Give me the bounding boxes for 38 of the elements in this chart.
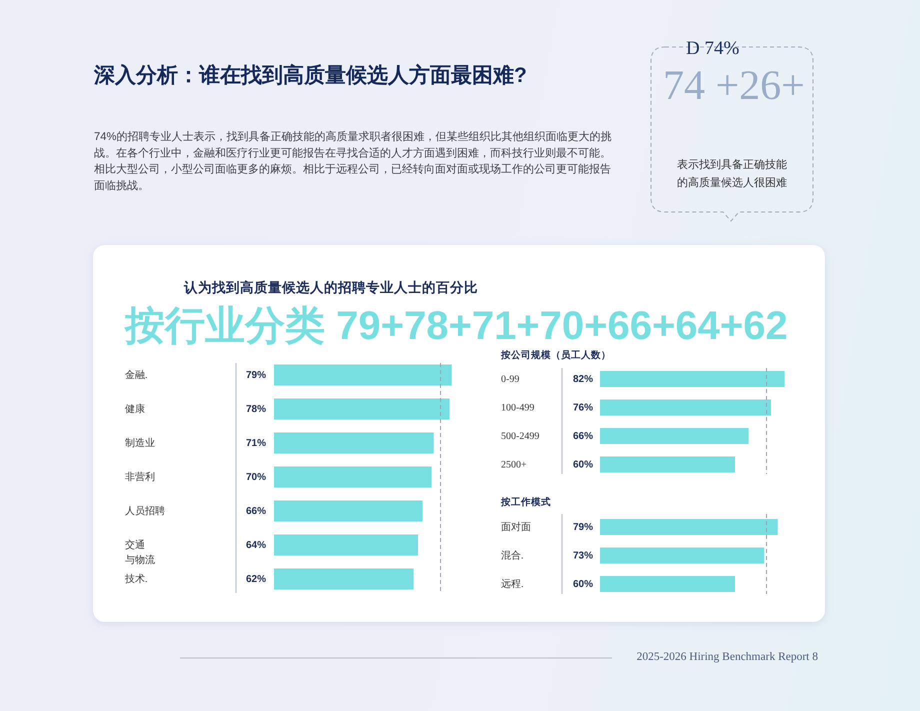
- text: 74 +26+: [663, 63, 805, 109]
- chart-subtitle: 按行业分类 79+78+71+70+66+64+62: [124, 304, 788, 348]
- y-tick-label: 健康: [125, 402, 145, 414]
- text: 表示找到具备正确技能的高质量候选人很困难: [677, 158, 787, 189]
- data-label: 79%: [573, 522, 594, 532]
- data-label: 76%: [573, 402, 594, 413]
- data-label: 71%: [246, 438, 266, 448]
- y-tick-label: 500-2499: [501, 430, 540, 442]
- data-label: 60%: [573, 578, 594, 590]
- y-tick-label: 交通与物流: [125, 538, 155, 566]
- y-tick-label: 远程.: [501, 578, 524, 590]
- y-tick-label: 制造业: [125, 436, 155, 448]
- data-label: 60%: [573, 459, 594, 470]
- data-label: 64%: [246, 540, 266, 550]
- data-label: 62%: [246, 574, 266, 584]
- y-tick-label: 面对面: [501, 520, 531, 532]
- text: 2025-2026 Hiring Benchmark Report 8: [636, 651, 818, 663]
- data-label: 70%: [246, 472, 266, 482]
- text: 74%的招聘专业人士表示，找到具备正确技能的高质量求职者很困难，但某些组织比其他组织面临更大的挑战。在各个行业中，金融和医疗行业更可能报告在寻找合适的人才方面遇到困难，而科技行业则最不可能。相比大型公司，小型公司面临更多的麻烦。相比于远程公司，已经转向面对面或现场工作的公司更可能报告面临挑战。: [94, 130, 612, 192]
- data-label: 73%: [573, 550, 594, 561]
- y-tick-label: 金融.: [125, 368, 148, 380]
- y-tick-label: 人员招聘: [125, 504, 165, 516]
- data-label: 66%: [246, 506, 266, 516]
- y-tick-label: 非营利: [125, 470, 155, 482]
- y-tick-label: 2500+: [501, 459, 527, 470]
- text: D 74%: [686, 38, 740, 58]
- data-label: 79%: [246, 370, 266, 380]
- chart-title: 按公司规模（员工人数）: [500, 348, 611, 360]
- data-label: 66%: [573, 430, 594, 442]
- data-label: 78%: [246, 404, 266, 414]
- data-label: 82%: [573, 374, 594, 384]
- chart-title: 按工作模式: [500, 496, 551, 508]
- y-tick-label: 100-499: [501, 402, 534, 413]
- y-tick-label: 0-99: [501, 374, 520, 384]
- chart-title: 认为找到高质量候选人的招聘专业人士的百分比: [183, 278, 478, 294]
- text: 深入分析：谁在找到高质量候选人方面最困难?: [93, 62, 527, 86]
- y-tick-label: 技术.: [124, 572, 148, 584]
- y-tick-label: 混合.: [501, 549, 524, 561]
